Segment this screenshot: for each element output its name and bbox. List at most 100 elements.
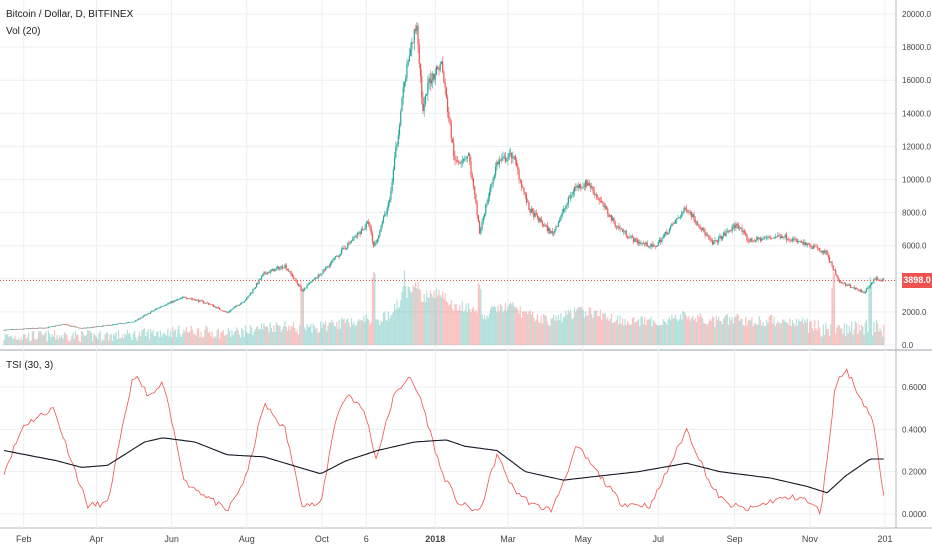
candle-body	[711, 240, 714, 245]
candle-body	[45, 327, 47, 329]
candle-body	[364, 227, 366, 230]
candle-body	[117, 323, 120, 325]
volume-bar	[548, 324, 550, 345]
volume-bar	[188, 332, 190, 345]
candle-body	[764, 237, 767, 239]
candle-body	[294, 278, 296, 279]
volume-bar	[628, 322, 630, 345]
candle-body	[480, 228, 482, 234]
volume-bar	[81, 331, 83, 345]
volume-bar	[612, 322, 614, 345]
volume-bar	[397, 308, 399, 345]
candle-body	[111, 324, 114, 326]
candle-body	[690, 212, 693, 218]
candle-body	[670, 226, 672, 229]
symbol-legend[interactable]: Bitcoin / Dollar, D, BITFINEX	[6, 9, 134, 20]
volume-bar	[220, 332, 222, 345]
candle-body	[203, 301, 205, 303]
volume-bar	[869, 276, 871, 345]
volume-bar	[63, 332, 65, 345]
candle-body	[67, 324, 69, 326]
volume-bar	[244, 325, 247, 345]
tsi-tick-label: 0.0000	[902, 510, 927, 519]
volume-bar	[332, 322, 334, 345]
volume-bar	[503, 309, 505, 345]
candle-body	[742, 231, 744, 232]
volume-bar	[560, 313, 562, 345]
candle-body	[56, 325, 58, 327]
volume-bar	[727, 324, 730, 345]
volume-bar	[570, 310, 572, 345]
volume-bar	[204, 329, 206, 345]
candle-body	[334, 256, 337, 258]
volume-bar	[83, 335, 85, 345]
price-tick-label: 10000.0	[902, 176, 931, 185]
volume-bar	[634, 322, 636, 345]
candle-body	[612, 217, 614, 221]
volume-bar	[315, 328, 317, 345]
candle-body	[95, 326, 98, 328]
candle-body	[124, 323, 126, 325]
volume-bar	[180, 336, 183, 345]
candle-body	[322, 269, 324, 274]
candle-body	[783, 237, 785, 238]
volume-bar	[732, 323, 735, 345]
volume-bar	[411, 292, 413, 345]
volume-bar	[674, 314, 677, 345]
candle-body	[626, 235, 629, 238]
candle-body	[151, 310, 153, 313]
volume-bar	[773, 316, 775, 345]
volume-bar	[589, 307, 592, 345]
candle-body	[71, 325, 73, 327]
volume-bar	[502, 312, 504, 345]
candle-body	[768, 236, 770, 238]
tsi-legend[interactable]: TSI (30, 3)	[6, 360, 54, 371]
candle-body	[561, 212, 563, 217]
volume-bar	[300, 280, 302, 345]
volume-bar	[573, 307, 576, 345]
candle-body	[90, 327, 93, 328]
candle-body	[604, 206, 606, 208]
volume-legend[interactable]: Vol (20)	[6, 26, 41, 37]
volume-bar	[297, 334, 300, 345]
volume-bar	[878, 331, 880, 345]
candle-body	[530, 208, 532, 213]
candle-body	[182, 297, 184, 299]
volume-bar	[430, 293, 433, 345]
candle-body	[644, 243, 646, 245]
volume-bar	[391, 313, 393, 345]
volume-bar	[238, 334, 240, 345]
volume-bar	[592, 317, 594, 345]
candle-body	[301, 289, 303, 291]
candle-body	[777, 235, 779, 238]
volume-bar	[775, 323, 778, 345]
volume-bar	[169, 330, 171, 345]
candle-body	[31, 328, 33, 329]
candle-body	[196, 299, 199, 301]
volume-bar	[747, 320, 749, 345]
candle-body	[138, 318, 141, 320]
volume-bar	[458, 310, 460, 345]
volume-bar	[101, 339, 104, 345]
candle-body	[384, 214, 386, 217]
volume-bar	[847, 333, 849, 345]
candle-body	[483, 213, 486, 217]
volume-bar	[167, 328, 169, 345]
candle-body	[198, 299, 200, 302]
candle-body	[727, 231, 730, 232]
volume-bar	[194, 334, 196, 345]
candle-body	[313, 278, 316, 280]
candle-body	[427, 82, 429, 95]
candle-body	[377, 235, 380, 240]
candle-body	[332, 259, 334, 261]
volume-bar	[530, 314, 532, 345]
candle-body	[613, 217, 615, 223]
candle-body	[167, 303, 169, 305]
volume-bar	[281, 329, 284, 345]
candle-body	[699, 227, 701, 229]
volume-bar	[729, 317, 731, 345]
volume-bar	[549, 325, 551, 345]
candle-body	[180, 298, 183, 299]
volume-bar	[302, 287, 305, 345]
